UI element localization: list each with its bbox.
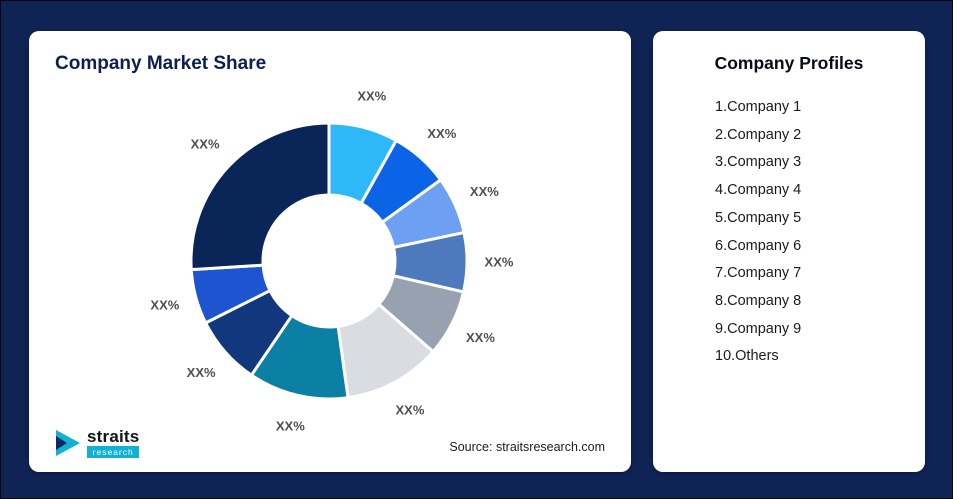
company-profiles-card: Company Profiles 1.Company 1 2.Company 2… — [653, 31, 925, 472]
slice-label-8: XX% — [187, 365, 216, 380]
donut-chart: XX% XX% XX% XX% XX% XX% XX% XX% XX% XX% — [150, 88, 514, 434]
source-attribution: Source: straitsresearch.com — [449, 440, 605, 454]
chart-title: Company Market Share — [55, 53, 267, 74]
slice-label-7: XX% — [276, 419, 305, 434]
list-item: 9.Company 9 — [715, 320, 802, 337]
list-item: 10.Others — [715, 348, 779, 365]
slice-label-5: XX% — [466, 330, 495, 345]
straits-logo-icon — [56, 430, 80, 456]
donut-chart-area: XX% XX% XX% XX% XX% XX% XX% XX% XX% XX% — [29, 69, 631, 449]
company-profiles-list: 1.Company 1 2.Company 2 3.Company 3 4.Co… — [653, 94, 925, 371]
market-share-card: Company Market Share XX% XX% XX% XX% XX% XX% X… — [29, 31, 631, 472]
logo-text: straits research — [87, 427, 140, 458]
list-item: 4.Company 4 — [715, 182, 802, 199]
slice-label-3: XX% — [470, 184, 499, 199]
slice-label-10: XX% — [191, 137, 220, 152]
slice-label-2: XX% — [427, 126, 456, 141]
list-item: 1.Company 1 — [715, 99, 802, 115]
list-item: 7.Company 7 — [715, 265, 802, 282]
list-item: 6.Company 6 — [715, 237, 802, 254]
logo-subtitle: research — [87, 446, 140, 458]
donut-slice-10 — [189, 121, 331, 272]
list-item: 3.Company 3 — [715, 154, 802, 171]
list-item: 2.Company 2 — [715, 126, 802, 143]
slice-label-1: XX% — [357, 88, 386, 103]
slice-label-9: XX% — [150, 297, 179, 312]
profiles-title: Company Profiles — [714, 53, 864, 73]
logo-name: straits — [87, 427, 140, 446]
slice-label-4: XX% — [485, 255, 514, 270]
list-item: 5.Company 5 — [715, 209, 802, 226]
list-item: 8.Company 8 — [715, 292, 802, 309]
slice-label-6: XX% — [396, 402, 425, 417]
straits-research-logo: straits research — [55, 427, 140, 458]
